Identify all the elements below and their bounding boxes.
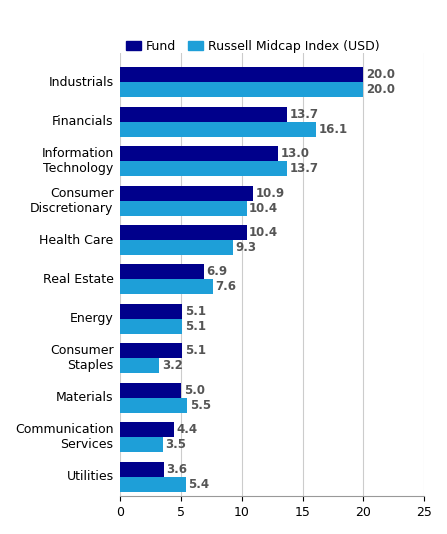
Bar	[120, 201, 247, 216]
Bar	[120, 476, 186, 491]
Text: 10.4: 10.4	[249, 226, 278, 239]
Text: 20.0: 20.0	[366, 68, 395, 81]
Text: 5.1: 5.1	[185, 344, 206, 357]
Text: 13.0: 13.0	[281, 147, 310, 160]
Bar	[120, 240, 233, 255]
Text: 3.6: 3.6	[167, 462, 188, 476]
Bar	[120, 461, 164, 476]
Bar	[120, 398, 187, 413]
Text: 16.1: 16.1	[318, 123, 347, 136]
Legend: Fund, Russell Midcap Index (USD): Fund, Russell Midcap Index (USD)	[121, 35, 385, 58]
Text: 3.5: 3.5	[165, 438, 186, 451]
Bar	[120, 279, 213, 294]
Bar	[120, 107, 287, 122]
Bar	[120, 67, 363, 82]
Text: 5.4: 5.4	[189, 477, 210, 491]
Bar	[120, 358, 159, 373]
Bar	[120, 264, 204, 279]
Text: 7.6: 7.6	[215, 280, 236, 293]
Bar	[120, 161, 287, 176]
Text: 10.4: 10.4	[249, 201, 278, 215]
Bar	[120, 437, 163, 452]
Text: 10.9: 10.9	[255, 186, 284, 200]
Text: 5.5: 5.5	[190, 399, 211, 412]
Bar	[120, 82, 363, 97]
Text: 13.7: 13.7	[289, 162, 318, 175]
Text: 9.3: 9.3	[236, 241, 257, 254]
Text: 5.1: 5.1	[185, 305, 206, 318]
Text: 13.7: 13.7	[289, 108, 318, 121]
Text: 20.0: 20.0	[366, 83, 395, 96]
Text: 5.0: 5.0	[184, 384, 205, 397]
Bar	[120, 186, 253, 201]
Bar	[120, 225, 247, 240]
Bar	[120, 319, 182, 334]
Text: 3.2: 3.2	[162, 359, 183, 372]
Bar	[120, 422, 174, 437]
Bar	[120, 304, 182, 319]
Text: 6.9: 6.9	[207, 265, 228, 278]
Bar	[120, 146, 278, 161]
Bar	[120, 122, 316, 137]
Bar	[120, 383, 181, 398]
Text: 5.1: 5.1	[185, 320, 206, 333]
Text: 4.4: 4.4	[176, 423, 198, 436]
Bar	[120, 343, 182, 358]
